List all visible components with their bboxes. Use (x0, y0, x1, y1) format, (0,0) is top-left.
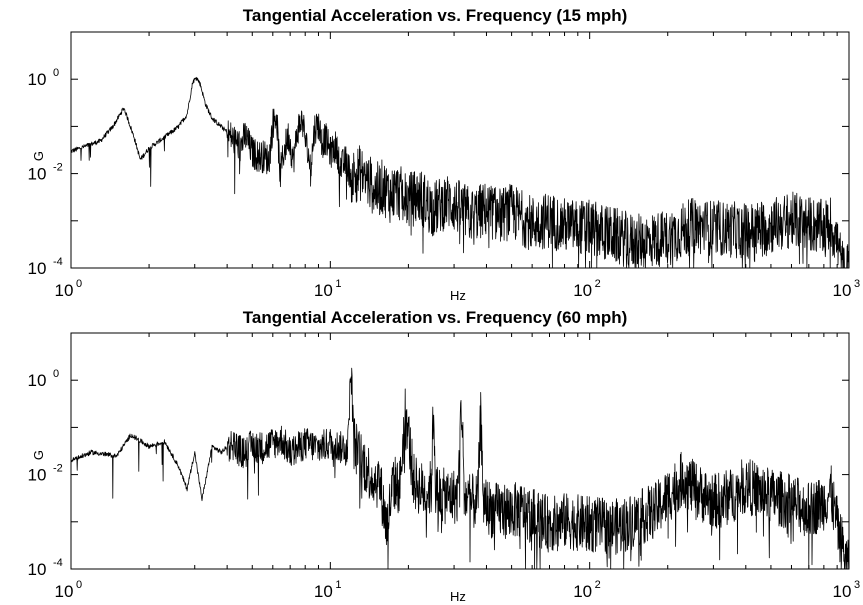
x-tick-label: 10 (573, 582, 592, 601)
y-tick-exponent: 0 (53, 67, 59, 79)
x-tick-exponent: 1 (335, 278, 341, 290)
x-tick-label: 10 (55, 281, 74, 300)
x-tick-exponent: 2 (595, 579, 601, 591)
x-tick-label: 10 (833, 582, 852, 601)
y-axis-label: G (31, 151, 46, 161)
series-line (70, 76, 850, 269)
chart-60mph: Tangential Acceleration vs. Frequency (6… (28, 308, 861, 604)
y-tick-exponent: -4 (53, 557, 63, 569)
x-tick-exponent: 0 (76, 579, 82, 591)
y-tick-label: 10 (28, 70, 47, 89)
chart-15mph: Tangential Acceleration vs. Frequency (1… (28, 6, 861, 303)
chart-title: Tangential Acceleration vs. Frequency (6… (243, 308, 628, 327)
y-tick-label: 10 (28, 165, 47, 184)
x-tick-exponent: 1 (335, 579, 341, 591)
axis-ticks: 10 0 10 1 10 2 10 310 -410 -210 0 (28, 332, 860, 601)
series-line (70, 367, 850, 570)
x-axis-label: Hz (450, 589, 466, 604)
y-tick-label: 10 (28, 371, 47, 390)
x-tick-label: 10 (573, 281, 592, 300)
x-tick-label: 10 (314, 582, 333, 601)
plot-frame (70, 332, 850, 570)
x-axis-label: Hz (450, 288, 466, 303)
plot-frame (70, 31, 850, 269)
x-tick-label: 10 (833, 281, 852, 300)
y-tick-exponent: -4 (53, 256, 63, 268)
y-axis-label: G (31, 450, 46, 460)
x-tick-label: 10 (314, 281, 333, 300)
axis-ticks: 10 0 10 1 10 2 10 310 -410 -210 0 (28, 31, 860, 300)
x-tick-exponent: 0 (76, 278, 82, 290)
x-tick-exponent: 3 (854, 579, 860, 591)
x-tick-exponent: 2 (595, 278, 601, 290)
chart-title: Tangential Acceleration vs. Frequency (1… (243, 6, 628, 25)
y-tick-exponent: -2 (53, 463, 63, 475)
y-tick-label: 10 (28, 560, 47, 579)
x-tick-exponent: 3 (854, 278, 860, 290)
y-tick-exponent: -2 (53, 162, 63, 174)
y-tick-exponent: 0 (53, 368, 59, 380)
y-tick-label: 10 (28, 259, 47, 278)
x-tick-label: 10 (55, 582, 74, 601)
y-tick-label: 10 (28, 466, 47, 485)
